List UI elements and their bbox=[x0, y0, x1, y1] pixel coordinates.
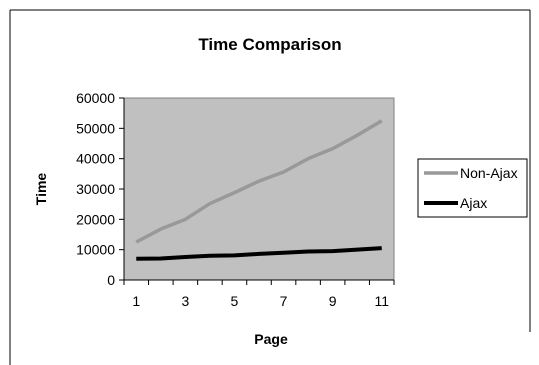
chart-title: Time Comparison bbox=[198, 35, 341, 54]
y-tick-label: 10000 bbox=[76, 242, 115, 258]
x-tick-label: 9 bbox=[329, 293, 337, 309]
legend-label: Non-Ajax bbox=[460, 165, 518, 181]
legend: Non-Ajax Ajax bbox=[417, 158, 528, 218]
x-tick-label: 5 bbox=[231, 293, 239, 309]
y-tick-label: 20000 bbox=[76, 211, 115, 227]
legend-box bbox=[417, 158, 528, 218]
x-tick-label: 7 bbox=[280, 293, 288, 309]
series-line-ajax bbox=[136, 246, 382, 261]
y-tick-label: 30000 bbox=[76, 181, 115, 197]
y-tick-label: 40000 bbox=[76, 151, 115, 167]
legend-label: Ajax bbox=[460, 195, 487, 211]
y-tick-label: 0 bbox=[107, 272, 115, 288]
y-tick-label: 60000 bbox=[76, 90, 115, 106]
x-tick-label: 11 bbox=[374, 293, 389, 309]
axis-layer: 0 10000 20000 30000 40000 50000 60000 1 3 5 7 9 11 bbox=[76, 90, 395, 309]
y-tick-label: 50000 bbox=[76, 120, 115, 136]
series-layer bbox=[135, 119, 383, 261]
series-line-non-ajax bbox=[135, 119, 383, 244]
legend-items: Non-Ajax Ajax bbox=[424, 165, 518, 211]
x-tick-label: 3 bbox=[181, 293, 189, 309]
x-axis-title: Page bbox=[254, 331, 288, 347]
x-tick-label: 1 bbox=[132, 293, 140, 309]
y-axis-title: Time bbox=[33, 173, 49, 206]
